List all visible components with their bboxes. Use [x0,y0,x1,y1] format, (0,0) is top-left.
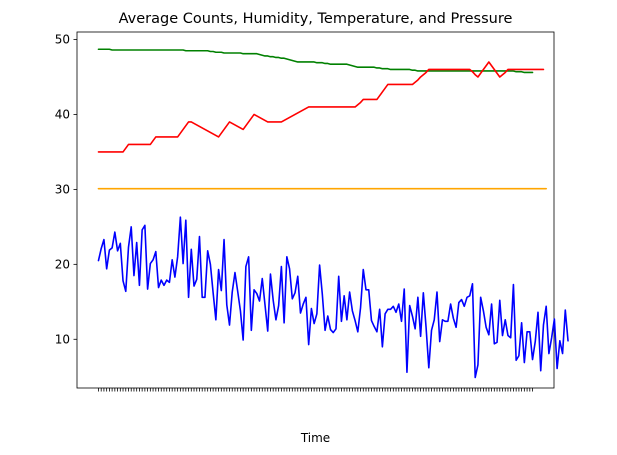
y-tick-label: 20 [55,258,70,272]
y-axis: 10 20 30 40 50 [55,33,77,346]
x-axis-label: Time [300,431,330,445]
series-layer [97,48,569,379]
chart-title: Average Counts, Humidity, Temperature, a… [119,11,513,27]
y-tick-label: 50 [55,33,70,47]
y-tick-label: 40 [55,108,70,122]
series-line-2 [97,61,545,153]
y-tick-label: 10 [55,332,70,346]
plot-area [76,31,555,389]
series-line-4 [97,216,569,379]
plot-frame [76,31,555,389]
y-tick-label: 30 [55,183,70,197]
series-line-1 [97,48,534,74]
x-axis [98,388,533,392]
